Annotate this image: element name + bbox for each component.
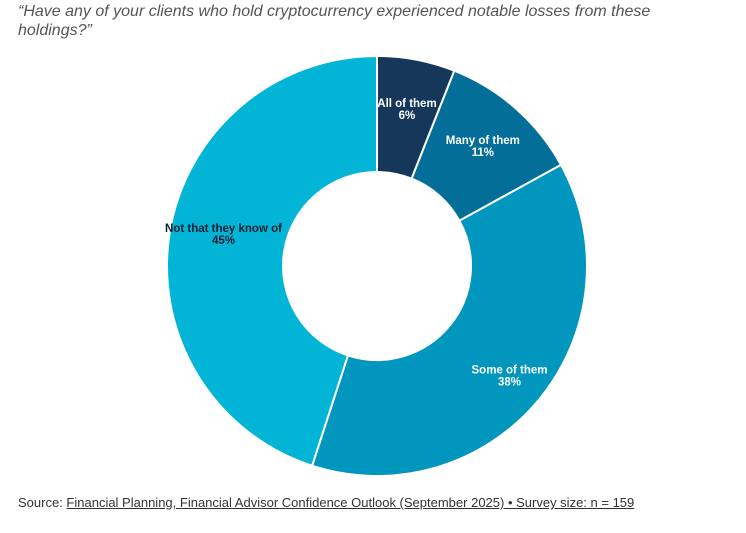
source-prefix: Source: (18, 495, 67, 510)
source-line: Source: Financial Planning, Financial Ad… (18, 495, 634, 510)
slice-category-label: All of them (377, 98, 436, 110)
source-link[interactable]: Financial Planning, Financial Advisor Co… (66, 495, 635, 510)
slice-category-label: Some of them (472, 365, 548, 377)
slice-some-of-them[interactable] (310, 163, 588, 477)
slice-not-that-they-know-of[interactable] (166, 54, 378, 467)
survey-question: “Have any of your clients who hold crypt… (18, 3, 651, 39)
slice-category-label: Many of them (446, 135, 520, 147)
slice-value-label: 11% (472, 147, 494, 159)
slice-value-label: 38% (498, 377, 521, 389)
slice-value-label: 6% (399, 110, 416, 122)
slice-value-label: 45% (212, 235, 235, 247)
slices (166, 54, 588, 477)
slice-category-label: Not that they know of (165, 223, 282, 235)
